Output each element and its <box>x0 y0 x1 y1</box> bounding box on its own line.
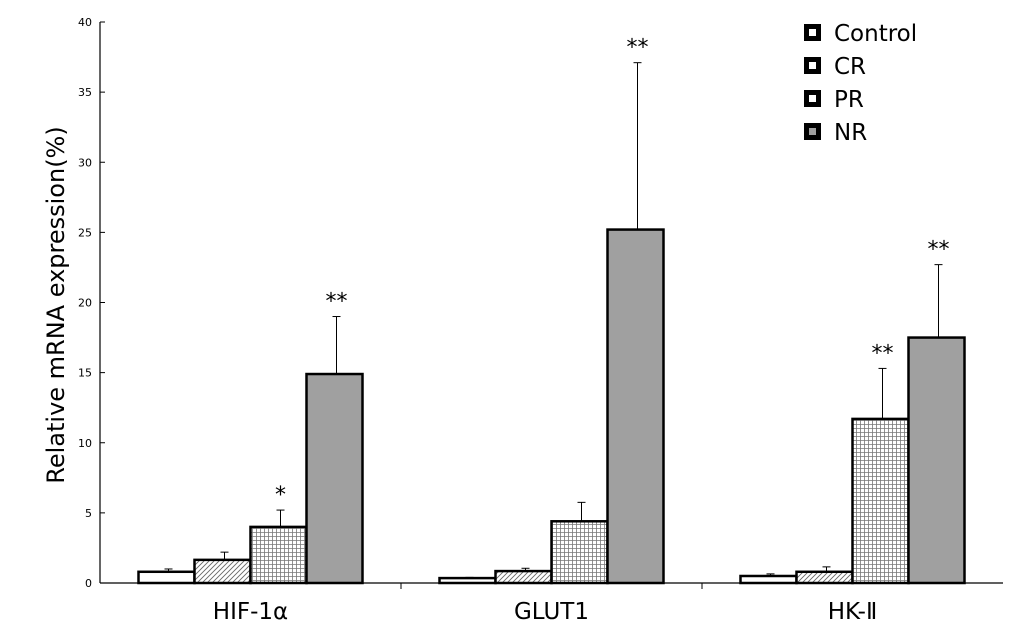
bar <box>550 520 609 585</box>
x-category-label: HK-Ⅱ <box>828 599 878 622</box>
legend-swatch <box>809 29 816 36</box>
y-tick-label: 35 <box>78 86 92 99</box>
significance-marker: ** <box>872 341 894 366</box>
legend: Control CR PR NR <box>804 21 917 146</box>
significance-marker: * <box>275 483 286 508</box>
bar <box>249 525 308 585</box>
legend-label: NR <box>834 120 867 146</box>
y-tick-label: 10 <box>78 437 92 450</box>
y-tick-label: 15 <box>78 367 92 380</box>
significance-marker: ** <box>928 238 950 263</box>
bar <box>739 574 798 585</box>
bar <box>193 558 252 585</box>
legend-swatch <box>809 62 816 69</box>
legend-label: Control <box>834 21 917 47</box>
y-tick-label: 30 <box>78 156 92 169</box>
y-tick-label: 0 <box>85 577 92 590</box>
y-tick-label: 40 <box>78 16 92 29</box>
x-category-label: HIF-1α <box>213 599 288 622</box>
significance-marker: ** <box>627 36 649 61</box>
bar <box>606 228 665 585</box>
bar <box>305 372 364 585</box>
legend-label: CR <box>834 54 866 80</box>
bar <box>907 336 966 585</box>
legend-swatch <box>809 128 816 135</box>
bar <box>851 417 910 585</box>
bar <box>494 569 553 585</box>
bars: ********* <box>137 36 966 585</box>
bar <box>795 570 854 585</box>
bar <box>137 570 196 585</box>
significance-marker: ** <box>326 290 348 315</box>
y-tick-label: 5 <box>85 507 92 520</box>
y-tick-label: 20 <box>78 297 92 310</box>
y-tick-label: 25 <box>78 226 92 239</box>
legend-label: PR <box>834 87 864 113</box>
legend-swatch <box>809 95 816 102</box>
x-category-label: GLUT1 <box>514 599 589 622</box>
y-axis-label: Relative mRNA expression(%) <box>42 126 70 483</box>
bar <box>438 576 497 585</box>
